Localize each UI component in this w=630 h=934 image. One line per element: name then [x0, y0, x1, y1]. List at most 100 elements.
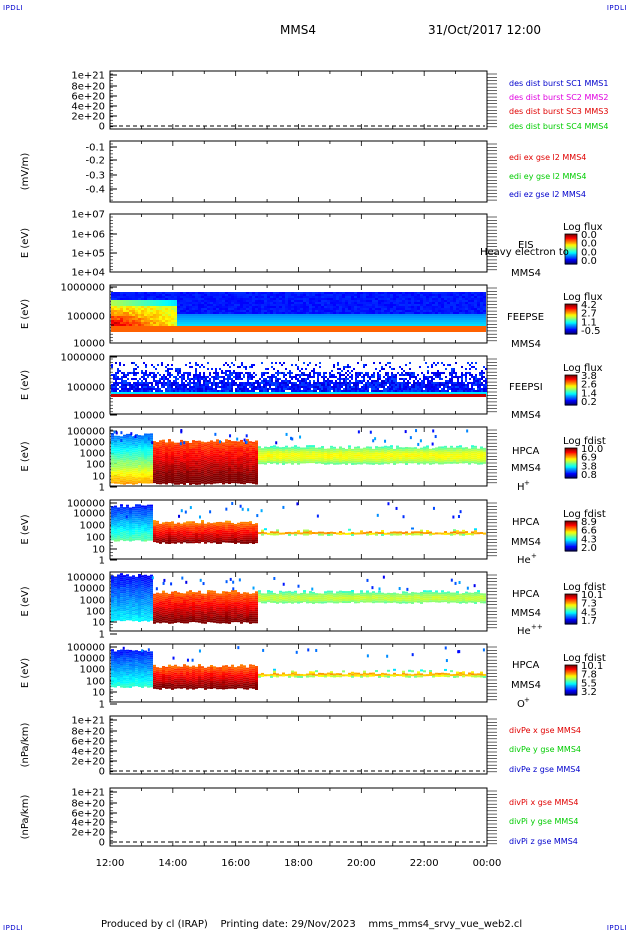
spacecraft-title: MMS4 — [280, 23, 316, 37]
y-axis-title: E (eV) — [20, 586, 31, 616]
colorbar-tick: 0.0 — [581, 256, 597, 267]
y-tick-label: 6e+20 — [71, 737, 105, 748]
spacecraft-label: MMS4 — [511, 463, 541, 474]
y-axis-title: E (eV) — [20, 299, 31, 329]
spacecraft-label: MMS4 — [511, 680, 541, 691]
y-tick-label: 0 — [99, 838, 105, 849]
charge-label: ++ — [531, 623, 543, 631]
y-tick-label: 100 — [86, 533, 105, 544]
y-tick-label: -0.1 — [85, 143, 105, 154]
y-tick-label: 4e+20 — [71, 818, 105, 829]
colorbar-tick: 10.1 — [581, 661, 603, 672]
panel-frame — [109, 70, 488, 130]
y-tick-label: 10 — [92, 688, 105, 699]
time-tick-label: 14:00 — [158, 858, 187, 869]
colorbar-tick: 4.2 — [581, 300, 597, 311]
colorbar-tick: 8.9 — [581, 517, 597, 528]
y-tick-label: 1e+07 — [71, 210, 105, 221]
time-tick-label: 00:00 — [473, 858, 502, 869]
legend-entry: divPe x gse MMS4 — [509, 726, 581, 735]
panel-frame — [109, 787, 488, 847]
spacecraft-label: MMS4 — [511, 410, 541, 421]
colorbar-tick: 6.9 — [581, 453, 597, 464]
colorbar-tick: 1.4 — [581, 388, 597, 399]
hpca-spectrogram — [111, 502, 486, 544]
hpca-spectrogram — [111, 646, 486, 690]
time-tick-label: 12:00 — [96, 858, 125, 869]
panel-frame — [109, 213, 488, 273]
y-tick-label: 100 — [86, 607, 105, 618]
y-tick-label: 10000 — [73, 584, 105, 595]
instrument-label: EIS — [518, 240, 534, 251]
species-label: He — [517, 555, 531, 566]
hpca-spectrogram — [111, 429, 486, 485]
colorbar-tick: 3.2 — [581, 687, 597, 698]
instrument-label: FEEPSE — [507, 312, 544, 323]
y-tick-label: 1000 — [80, 449, 105, 460]
y-axis-title: E (eV) — [20, 228, 31, 258]
instrument-label: HPCA — [512, 660, 540, 671]
hpca-spectrogram — [111, 573, 486, 624]
y-tick-label: 100000 — [67, 643, 105, 654]
colorbar-tick: 7.8 — [581, 670, 597, 681]
colorbar-tick: 0.0 — [581, 239, 597, 250]
y-tick-label: 8e+20 — [71, 799, 105, 810]
y-tick-label: 8e+20 — [71, 82, 105, 93]
instrument-label: HPCA — [512, 589, 540, 600]
colorbar-tick: -0.5 — [581, 326, 601, 337]
legend-entry: edi ex gse l2 MMS4 — [509, 153, 586, 162]
charge-label: + — [524, 479, 530, 487]
y-axis-title: E (eV) — [20, 370, 31, 400]
y-tick-label: 1e+21 — [71, 71, 105, 82]
y-axis-title: (nPa/km) — [20, 723, 31, 768]
time-tick-label: 20:00 — [347, 858, 376, 869]
spacecraft-label: MMS4 — [511, 537, 541, 548]
spacecraft-label: MMS4 — [511, 268, 541, 279]
y-tick-label: 0 — [99, 767, 105, 778]
y-tick-label: 6e+20 — [71, 809, 105, 820]
y-axis-title: E (eV) — [20, 514, 31, 544]
y-tick-label: 1 — [99, 556, 105, 567]
y-tick-label: 1e+05 — [71, 249, 105, 260]
y-tick-label: 1e+21 — [71, 716, 105, 727]
colorbar-tick: 2.0 — [581, 543, 597, 554]
colorbar-tick: 4.5 — [581, 607, 597, 618]
y-tick-label: 1000000 — [60, 283, 105, 294]
colorbar-tick: 0.2 — [581, 397, 597, 408]
y-tick-label: 10000 — [73, 654, 105, 665]
legend-entry: edi ey gse l2 MMS4 — [509, 172, 587, 181]
y-tick-label: 4e+20 — [71, 102, 105, 113]
y-tick-label: 1000 — [80, 596, 105, 607]
y-tick-label: 1000 — [80, 665, 105, 676]
y-tick-label: 100000 — [67, 383, 105, 394]
y-tick-label: 10000 — [73, 411, 105, 422]
spacecraft-label: MMS4 — [511, 608, 541, 619]
colorbar-tick: 3.8 — [581, 371, 597, 382]
feepse-spectrogram — [111, 292, 486, 332]
y-tick-label: 8e+20 — [71, 727, 105, 738]
bottom-left-logo: IPDLI — [3, 924, 24, 932]
y-tick-label: -0.2 — [85, 156, 105, 167]
colorbar-tick: 3.8 — [581, 461, 597, 472]
colorbar-title: Log fdist — [563, 582, 606, 593]
y-tick-label: -0.3 — [85, 171, 105, 182]
datetime-title: 31/Oct/2017 12:00 — [428, 23, 542, 37]
species-label: O — [517, 699, 525, 710]
spacecraft-label: MMS4 — [511, 339, 541, 350]
y-tick-label: 10 — [92, 545, 105, 556]
y-tick-label: 100 — [86, 460, 105, 471]
legend-entry: divPi z gse MMS4 — [509, 837, 578, 846]
colorbar-tick: 10.1 — [581, 590, 603, 601]
y-tick-label: 1000 — [80, 521, 105, 532]
colorbar-title: Log flux — [563, 292, 603, 303]
y-tick-label: 100000 — [67, 499, 105, 510]
colorbar-tick: 6.6 — [581, 526, 597, 537]
y-tick-label: 1e+04 — [71, 268, 105, 279]
colorbar-tick: 0.8 — [581, 470, 597, 481]
instrument-label: HPCA — [512, 446, 540, 457]
y-tick-label: 2e+20 — [71, 757, 105, 768]
colorbar-tick: 4.3 — [581, 534, 597, 545]
colorbar-tick: 2.7 — [581, 309, 597, 320]
legend-entry: divPi y gse MMS4 — [509, 817, 578, 826]
